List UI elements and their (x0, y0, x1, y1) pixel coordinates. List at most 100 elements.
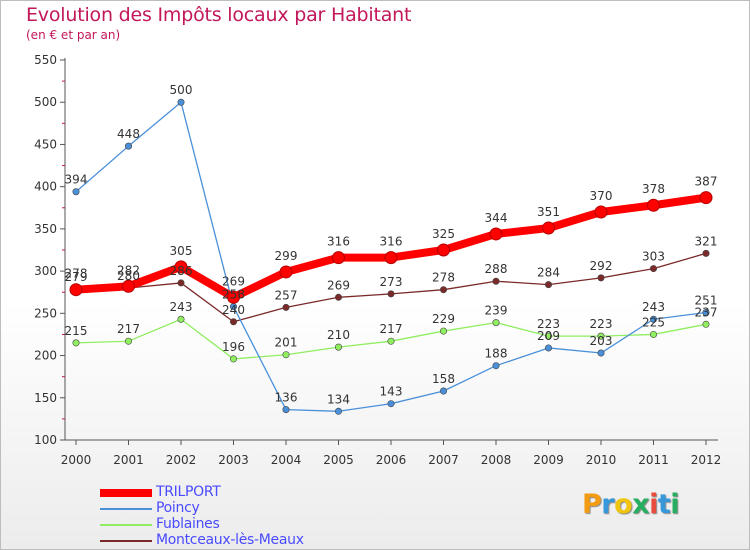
series-point (702, 249, 710, 257)
data-label: 325 (432, 227, 455, 241)
legend-item: Montceaux-lès-Meaux (100, 532, 360, 549)
data-label: 280 (117, 269, 140, 283)
data-label: 370 (590, 189, 613, 203)
legend-swatch (100, 524, 152, 526)
data-label: 286 (170, 264, 193, 278)
series-point (597, 332, 605, 340)
x-tick-label: 2010 (586, 453, 617, 467)
data-label: 394 (65, 173, 88, 187)
series-point (177, 98, 185, 106)
data-label: 237 (695, 305, 718, 319)
y-tick-label: 550 (34, 53, 57, 67)
logo-letter: r (601, 489, 615, 520)
data-label: 351 (537, 205, 560, 219)
x-tick-label: 2006 (376, 453, 407, 467)
data-label: 223 (537, 317, 560, 331)
series-point (72, 188, 80, 196)
legend-label: Fublaines (156, 516, 220, 532)
chart-data-labels: 278 282 305 269 299 316 316 325 344 351 370 378 387 3… (65, 83, 718, 406)
series-point (439, 327, 447, 335)
data-label: 209 (537, 329, 560, 343)
data-label: 279 (65, 270, 88, 284)
data-label: 284 (537, 266, 560, 280)
x-tick-label: 2005 (323, 453, 354, 467)
series-point (69, 283, 83, 297)
y-tick-label: 400 (34, 180, 57, 194)
x-tick-label: 2004 (271, 453, 302, 467)
y-tick-label: 300 (34, 264, 57, 278)
data-label: 215 (65, 324, 88, 338)
data-label: 378 (642, 182, 665, 196)
chart-subtitle: (en € et par an) (26, 28, 121, 42)
x-tick-label: 2000 (61, 453, 92, 467)
chart-series (69, 98, 713, 415)
data-label: 321 (695, 234, 718, 248)
series-point (125, 142, 133, 150)
data-label: 316 (327, 235, 350, 249)
series-point (437, 243, 450, 257)
series-point (699, 191, 713, 205)
data-label: 278 (432, 271, 455, 285)
series-point (542, 221, 555, 235)
data-label: 251 (695, 293, 718, 307)
logo-letter: t (657, 489, 671, 520)
chart-axes: 100 150 200 250 300 350 400 450 500 550 2000 2001 20… (34, 53, 721, 467)
data-label: 210 (327, 328, 350, 342)
series-point (597, 349, 605, 357)
data-label: 158 (432, 372, 455, 386)
data-label: 223 (590, 317, 613, 331)
logo-letter: o (614, 489, 633, 520)
y-tick-label: 450 (34, 137, 57, 151)
series-point (544, 281, 552, 289)
data-label: 240 (222, 303, 245, 317)
series-point (72, 339, 80, 347)
series-point (649, 330, 657, 338)
y-tick-label: 500 (34, 95, 57, 109)
series-point (177, 279, 185, 287)
data-label: 299 (275, 249, 298, 263)
series-point (227, 290, 240, 304)
data-label: 243 (642, 300, 665, 314)
y-tick-label: 250 (34, 306, 57, 320)
series-point (230, 355, 238, 363)
data-label: 225 (642, 315, 665, 329)
series-point (125, 337, 133, 345)
series-point (282, 351, 290, 359)
data-label: 217 (380, 322, 403, 336)
data-label: 273 (380, 275, 403, 289)
data-label: 305 (170, 244, 193, 258)
data-label: 229 (432, 312, 455, 326)
data-label: 258 (222, 288, 245, 302)
data-label: 288 (485, 262, 508, 276)
series-point (332, 251, 345, 265)
data-label: 201 (275, 336, 298, 350)
x-tick-label: 2008 (481, 453, 512, 467)
series-point (387, 290, 395, 298)
x-tick-label: 2011 (638, 453, 669, 467)
logo-letter: i (670, 489, 680, 520)
series-point (384, 251, 398, 265)
series-point (594, 205, 608, 219)
series-point (334, 407, 342, 415)
series-point (282, 406, 290, 414)
data-label: 316 (380, 235, 403, 249)
legend-item: TRILPORT (100, 484, 360, 501)
series-point (492, 277, 500, 285)
series-point (597, 274, 605, 282)
data-label: 344 (485, 211, 508, 225)
legend-swatch (100, 540, 152, 542)
data-label: 387 (695, 175, 718, 189)
series-point (282, 303, 290, 311)
legend-label: Montceaux-lès-Meaux (156, 532, 304, 548)
logo-letter: i (649, 489, 658, 520)
y-tick-label: 100 (34, 433, 57, 447)
series-point (544, 332, 552, 340)
data-label: 203 (590, 334, 613, 348)
series-point (492, 362, 500, 370)
data-label: 196 (222, 340, 245, 354)
data-label: 303 (642, 250, 665, 264)
series-point (702, 320, 710, 328)
proxiti-logo: Proxiti (582, 489, 680, 520)
